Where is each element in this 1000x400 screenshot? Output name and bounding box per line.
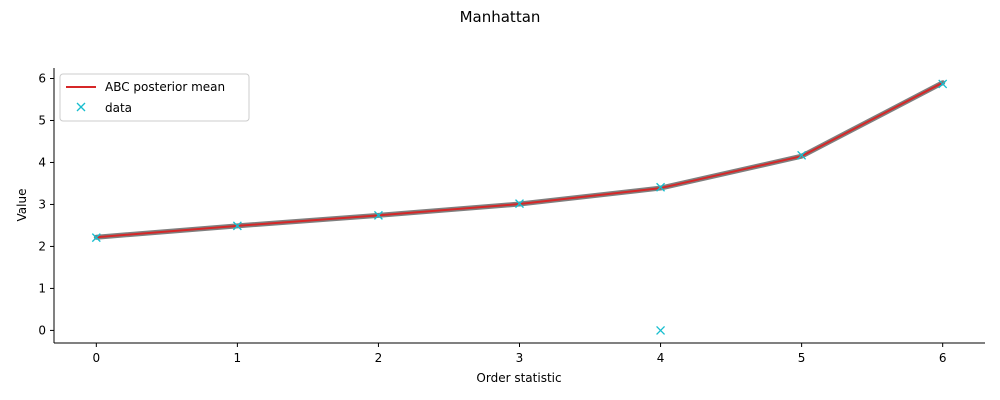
x-tick-label: 5 bbox=[798, 351, 806, 365]
data-point bbox=[373, 210, 383, 220]
y-tick-label: 2 bbox=[38, 239, 46, 253]
x-tick-label: 3 bbox=[516, 351, 524, 365]
plot-area bbox=[91, 79, 948, 335]
x-tick-label: 6 bbox=[939, 351, 947, 365]
legend-box bbox=[59, 73, 250, 122]
legend-label-data: data bbox=[105, 101, 132, 115]
y-tick-label: 4 bbox=[38, 155, 46, 169]
legend-marker-swatch bbox=[76, 102, 86, 112]
x-tick-label: 1 bbox=[234, 351, 242, 365]
x-tick-label: 0 bbox=[92, 351, 100, 365]
y-ticks: 0 1 2 3 4 5 6 bbox=[38, 71, 54, 337]
x-axis-label: Order statistic bbox=[476, 371, 561, 385]
legend-x-marker bbox=[76, 102, 86, 112]
y-tick-label: 6 bbox=[38, 71, 46, 85]
data-point bbox=[656, 182, 666, 192]
y-tick-label: 1 bbox=[38, 281, 46, 295]
x-ticks: 0 1 2 3 4 5 6 bbox=[92, 343, 947, 365]
chart-title: Manhattan bbox=[460, 8, 541, 26]
data-point bbox=[797, 150, 807, 160]
data-point bbox=[232, 221, 242, 231]
y-tick-label: 3 bbox=[38, 197, 46, 211]
x-tick-label: 4 bbox=[657, 351, 665, 365]
data-point bbox=[515, 199, 524, 209]
data-point bbox=[938, 79, 948, 89]
data-point bbox=[656, 325, 666, 335]
legend-label-posterior: ABC posterior mean bbox=[105, 80, 225, 94]
y-tick-label: 0 bbox=[38, 323, 46, 337]
y-tick-label: 5 bbox=[38, 113, 46, 127]
x-tick-label: 2 bbox=[375, 351, 383, 365]
y-axis-label: Value bbox=[15, 189, 29, 222]
legend: ABC posterior mean data bbox=[59, 73, 250, 122]
data-point bbox=[91, 233, 101, 243]
